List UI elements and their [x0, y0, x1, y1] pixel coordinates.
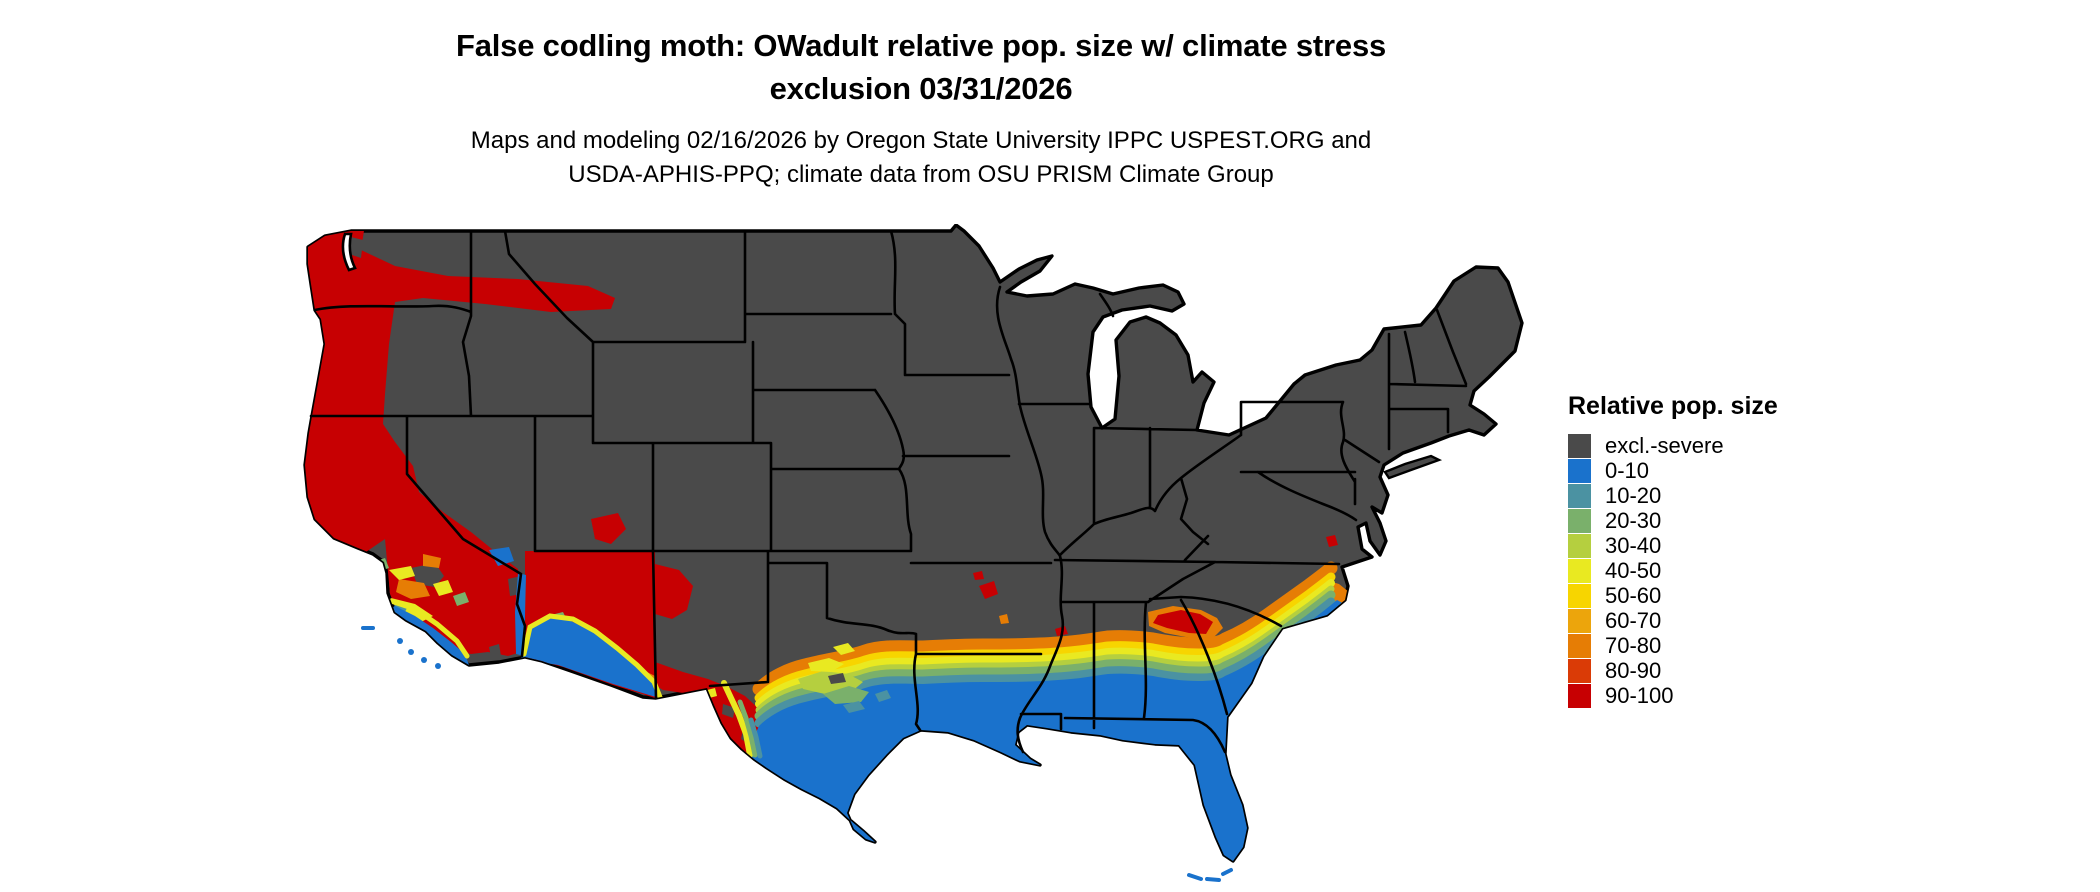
legend-label: 80-90: [1605, 658, 1662, 683]
legend-row: 90-100: [1568, 683, 1778, 708]
subtitle-line-1: Maps and modeling 02/16/2026 by Oregon S…: [470, 127, 1372, 154]
long-island: [1383, 454, 1443, 480]
channel-islands: [361, 626, 441, 669]
legend-label: 50-60: [1605, 583, 1662, 608]
legend-row: excl.-severe: [1568, 433, 1778, 458]
figure-title: False codling moth: OWadult relative pop…: [296, 24, 1546, 110]
legend-swatch: [1568, 483, 1591, 508]
florida-keys: [1187, 868, 1233, 882]
legend-swatch: [1568, 683, 1591, 708]
legend-swatch: [1568, 533, 1591, 558]
title-line-1: False codling moth: OWadult relative pop…: [455, 28, 1387, 63]
land-base: [303, 223, 1524, 863]
legend-row: 30-40: [1568, 533, 1778, 558]
red-region: [305, 225, 765, 764]
transition-band: [752, 561, 1338, 728]
legend-row: 10-20: [1568, 483, 1778, 508]
legend-label: 70-80: [1605, 633, 1662, 658]
puget-sound: [341, 232, 357, 272]
legend-row: 40-50: [1568, 558, 1778, 583]
legend-label: 90-100: [1605, 683, 1674, 708]
legend-title: Relative pop. size: [1568, 392, 1778, 420]
legend-label: 30-40: [1605, 533, 1662, 558]
legend-swatch: [1568, 633, 1591, 658]
legend-swatch: [1568, 458, 1591, 483]
legend-swatch: [1568, 508, 1591, 533]
legend-row: 20-30: [1568, 508, 1778, 533]
us-map: [303, 223, 1553, 891]
legend-label: 10-20: [1605, 483, 1662, 508]
legend-label: 60-70: [1605, 608, 1662, 633]
fringe-strokes: [388, 598, 763, 759]
legend-label: 40-50: [1605, 558, 1662, 583]
legend-row: 60-70: [1568, 608, 1778, 633]
legend-swatch: [1568, 558, 1591, 583]
legend-label: 0-10: [1605, 458, 1650, 483]
legend-row: 80-90: [1568, 658, 1778, 683]
legend-label: 20-30: [1605, 508, 1662, 533]
subtitle-line-2: USDA-APHIS-PPQ; climate data from OSU PR…: [568, 161, 1274, 188]
legend-swatch: [1568, 583, 1591, 608]
legend-row: 0-10: [1568, 458, 1778, 483]
legend-swatch: [1568, 433, 1591, 458]
texas-islands: [798, 643, 891, 713]
state-borders: [309, 229, 1468, 754]
figure-subtitle: Maps and modeling 02/16/2026 by Oregon S…: [296, 124, 1546, 192]
legend-swatch: [1568, 608, 1591, 633]
legend-row: 70-80: [1568, 633, 1778, 658]
legend-row: 50-60: [1568, 583, 1778, 608]
yellow-accents: [348, 555, 717, 698]
legend: Relative pop. size excl.-severe 0-10 10-…: [1568, 392, 1778, 708]
offshore-features: [341, 232, 1443, 882]
legend-label: excl.-severe: [1605, 433, 1724, 458]
title-line-2: exclusion 03/31/2026: [769, 71, 1073, 106]
legend-swatch: [1568, 658, 1591, 683]
